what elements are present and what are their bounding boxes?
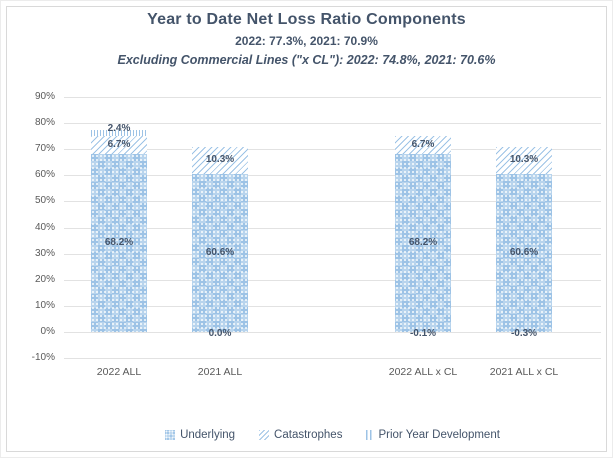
gridline <box>64 227 601 229</box>
data-label: 2.4% <box>107 123 131 135</box>
gridline <box>64 279 601 281</box>
bar-segment-underlying <box>395 153 451 332</box>
x-axis-category-label: 2021 ALL <box>197 366 243 378</box>
chart-subtitle: 2022: 77.3%, 2021: 70.9% <box>235 34 378 48</box>
gridline <box>64 332 601 333</box>
gridline <box>64 201 601 203</box>
x-axis-category-label: 2022 ALL x CL <box>388 366 458 378</box>
data-label: 68.2% <box>408 236 438 248</box>
y-axis-tick-label: 20% <box>34 273 55 285</box>
bar-segment-underlying <box>496 173 552 332</box>
y-axis-tick-label: 50% <box>34 195 55 207</box>
data-label: -0.1% <box>409 328 437 339</box>
data-label: -0.3% <box>510 328 538 339</box>
gridline <box>64 175 601 177</box>
gridline <box>64 305 601 307</box>
legend-swatch-cat-icon <box>259 430 270 440</box>
data-label: 0.0% <box>208 328 232 339</box>
legend-label: Underlying <box>180 429 236 441</box>
bar-segment-cat <box>192 146 248 174</box>
y-axis-tick-label: 90% <box>34 91 55 102</box>
data-label: 60.6% <box>509 246 539 258</box>
legend: Underlying Catastrophes Prior Year Develop… <box>64 427 601 443</box>
x-axis-category-label: 2022 ALL <box>96 366 142 378</box>
bar-segment-underlying <box>91 153 147 332</box>
chart-title: Year to Date Net Loss Ratio Components <box>147 11 466 28</box>
gridline <box>64 97 601 98</box>
bar-segment-cat <box>395 136 451 154</box>
bar-segment-pyd <box>91 130 147 137</box>
data-label: 6.7% <box>411 139 435 151</box>
y-axis-tick-label: 40% <box>34 221 55 233</box>
data-label: 60.6% <box>205 246 235 258</box>
chart-subtitle-excl: Excluding Commercial Lines ("x CL"): 202… <box>117 53 496 67</box>
legend-item-pyd: Prior Year Development <box>366 429 500 441</box>
bar-segment-cat <box>91 136 147 154</box>
y-axis-tick-label: 60% <box>34 169 55 181</box>
y-axis-tick-label: 80% <box>34 117 55 129</box>
y-axis-tick-label: 70% <box>34 143 55 155</box>
y-axis-tick-label: 10% <box>34 299 55 311</box>
legend-item-underlying: Underlying <box>165 429 235 441</box>
gridline <box>64 123 601 125</box>
legend-label: Prior Year Development <box>378 429 500 441</box>
bar-segment-cat <box>496 146 552 174</box>
y-axis-tick-label: 0% <box>40 326 55 337</box>
data-label: 10.3% <box>205 154 235 166</box>
gridline <box>64 149 601 151</box>
data-label: 10.3% <box>509 154 539 166</box>
legend-label: Catastrophes <box>274 429 343 441</box>
x-axis-category-label: 2021 ALL x CL <box>489 366 559 378</box>
y-axis-tick-label: 30% <box>34 247 55 259</box>
y-axis-tick-label: -10% <box>31 352 55 364</box>
legend-swatch-pyd-icon <box>366 430 374 440</box>
legend-item-cat: Catastrophes <box>259 429 342 441</box>
data-label: 68.2% <box>104 236 134 248</box>
data-label: 6.7% <box>107 139 131 151</box>
legend-swatch-underlying-icon <box>165 430 176 440</box>
gridline <box>64 358 601 360</box>
gridline <box>64 253 601 255</box>
bar-segment-underlying <box>192 173 248 332</box>
